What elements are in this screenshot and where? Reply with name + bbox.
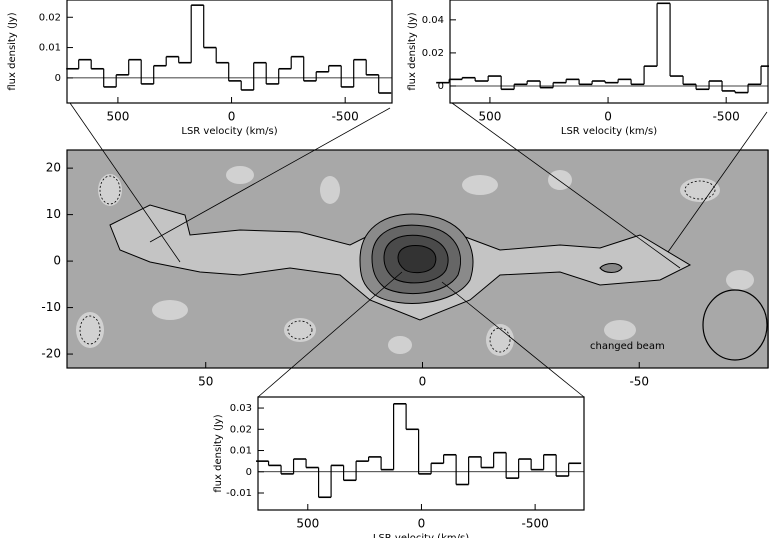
y-axis-label: flux density (Jy) xyxy=(213,414,224,492)
x-axis-label: LSR velocity (km/s) xyxy=(561,126,657,137)
frame xyxy=(449,0,769,104)
beam xyxy=(702,289,768,361)
map-image xyxy=(67,150,769,368)
y-axis-label: flux density (Jy) xyxy=(7,12,18,90)
frame xyxy=(257,396,585,511)
y-tick-label: -10 xyxy=(41,300,61,314)
y-tick-label: -20 xyxy=(41,347,61,361)
y-tick-label: 0.02 xyxy=(39,12,61,23)
x-tick-label: -50 xyxy=(629,375,649,389)
x-tick-label: -500 xyxy=(332,110,359,124)
y-tick-label: -0.01 xyxy=(226,488,252,499)
x-tick-label: 0 xyxy=(228,110,236,124)
x-tick-label: 500 xyxy=(478,110,501,124)
x-tick-label: 0 xyxy=(604,110,612,124)
y-tick-label: 0 xyxy=(53,254,61,268)
y-tick-label: 10 xyxy=(46,207,61,221)
x-tick-label: 500 xyxy=(296,517,319,531)
x-axis-label: LSR velocity (km/s) xyxy=(181,126,277,137)
plot-area xyxy=(258,397,584,510)
y-tick-label: 0.01 xyxy=(39,43,61,54)
y-tick-label: 0 xyxy=(246,467,252,478)
y-tick-label: 0.02 xyxy=(422,48,444,59)
annotation: changed beam xyxy=(590,341,665,352)
x-tick-label: 50 xyxy=(198,375,213,389)
plot-area xyxy=(450,0,768,103)
y-tick-label: 0 xyxy=(55,73,61,84)
x-tick-label: 0 xyxy=(418,517,426,531)
y-tick-label: 0.01 xyxy=(230,446,252,457)
plot-area xyxy=(67,0,392,103)
connector-lines xyxy=(69,102,768,398)
y-tick-label: 0.02 xyxy=(230,424,252,435)
x-tick-label: -500 xyxy=(522,517,549,531)
x-tick-label: 0 xyxy=(419,375,427,389)
frame xyxy=(66,0,393,104)
x-axis-label: LSR velocity (km/s) xyxy=(373,533,469,538)
x-tick-label: -500 xyxy=(713,110,740,124)
y-axis-label: flux density (Jy) xyxy=(407,12,418,90)
y-tick-label: 0.04 xyxy=(422,15,444,26)
x-tick-label: 500 xyxy=(106,110,129,124)
y-tick-label: 0.03 xyxy=(230,403,252,414)
frame xyxy=(66,149,769,369)
y-tick-label: 0 xyxy=(438,81,444,92)
y-tick-label: 20 xyxy=(46,161,61,175)
